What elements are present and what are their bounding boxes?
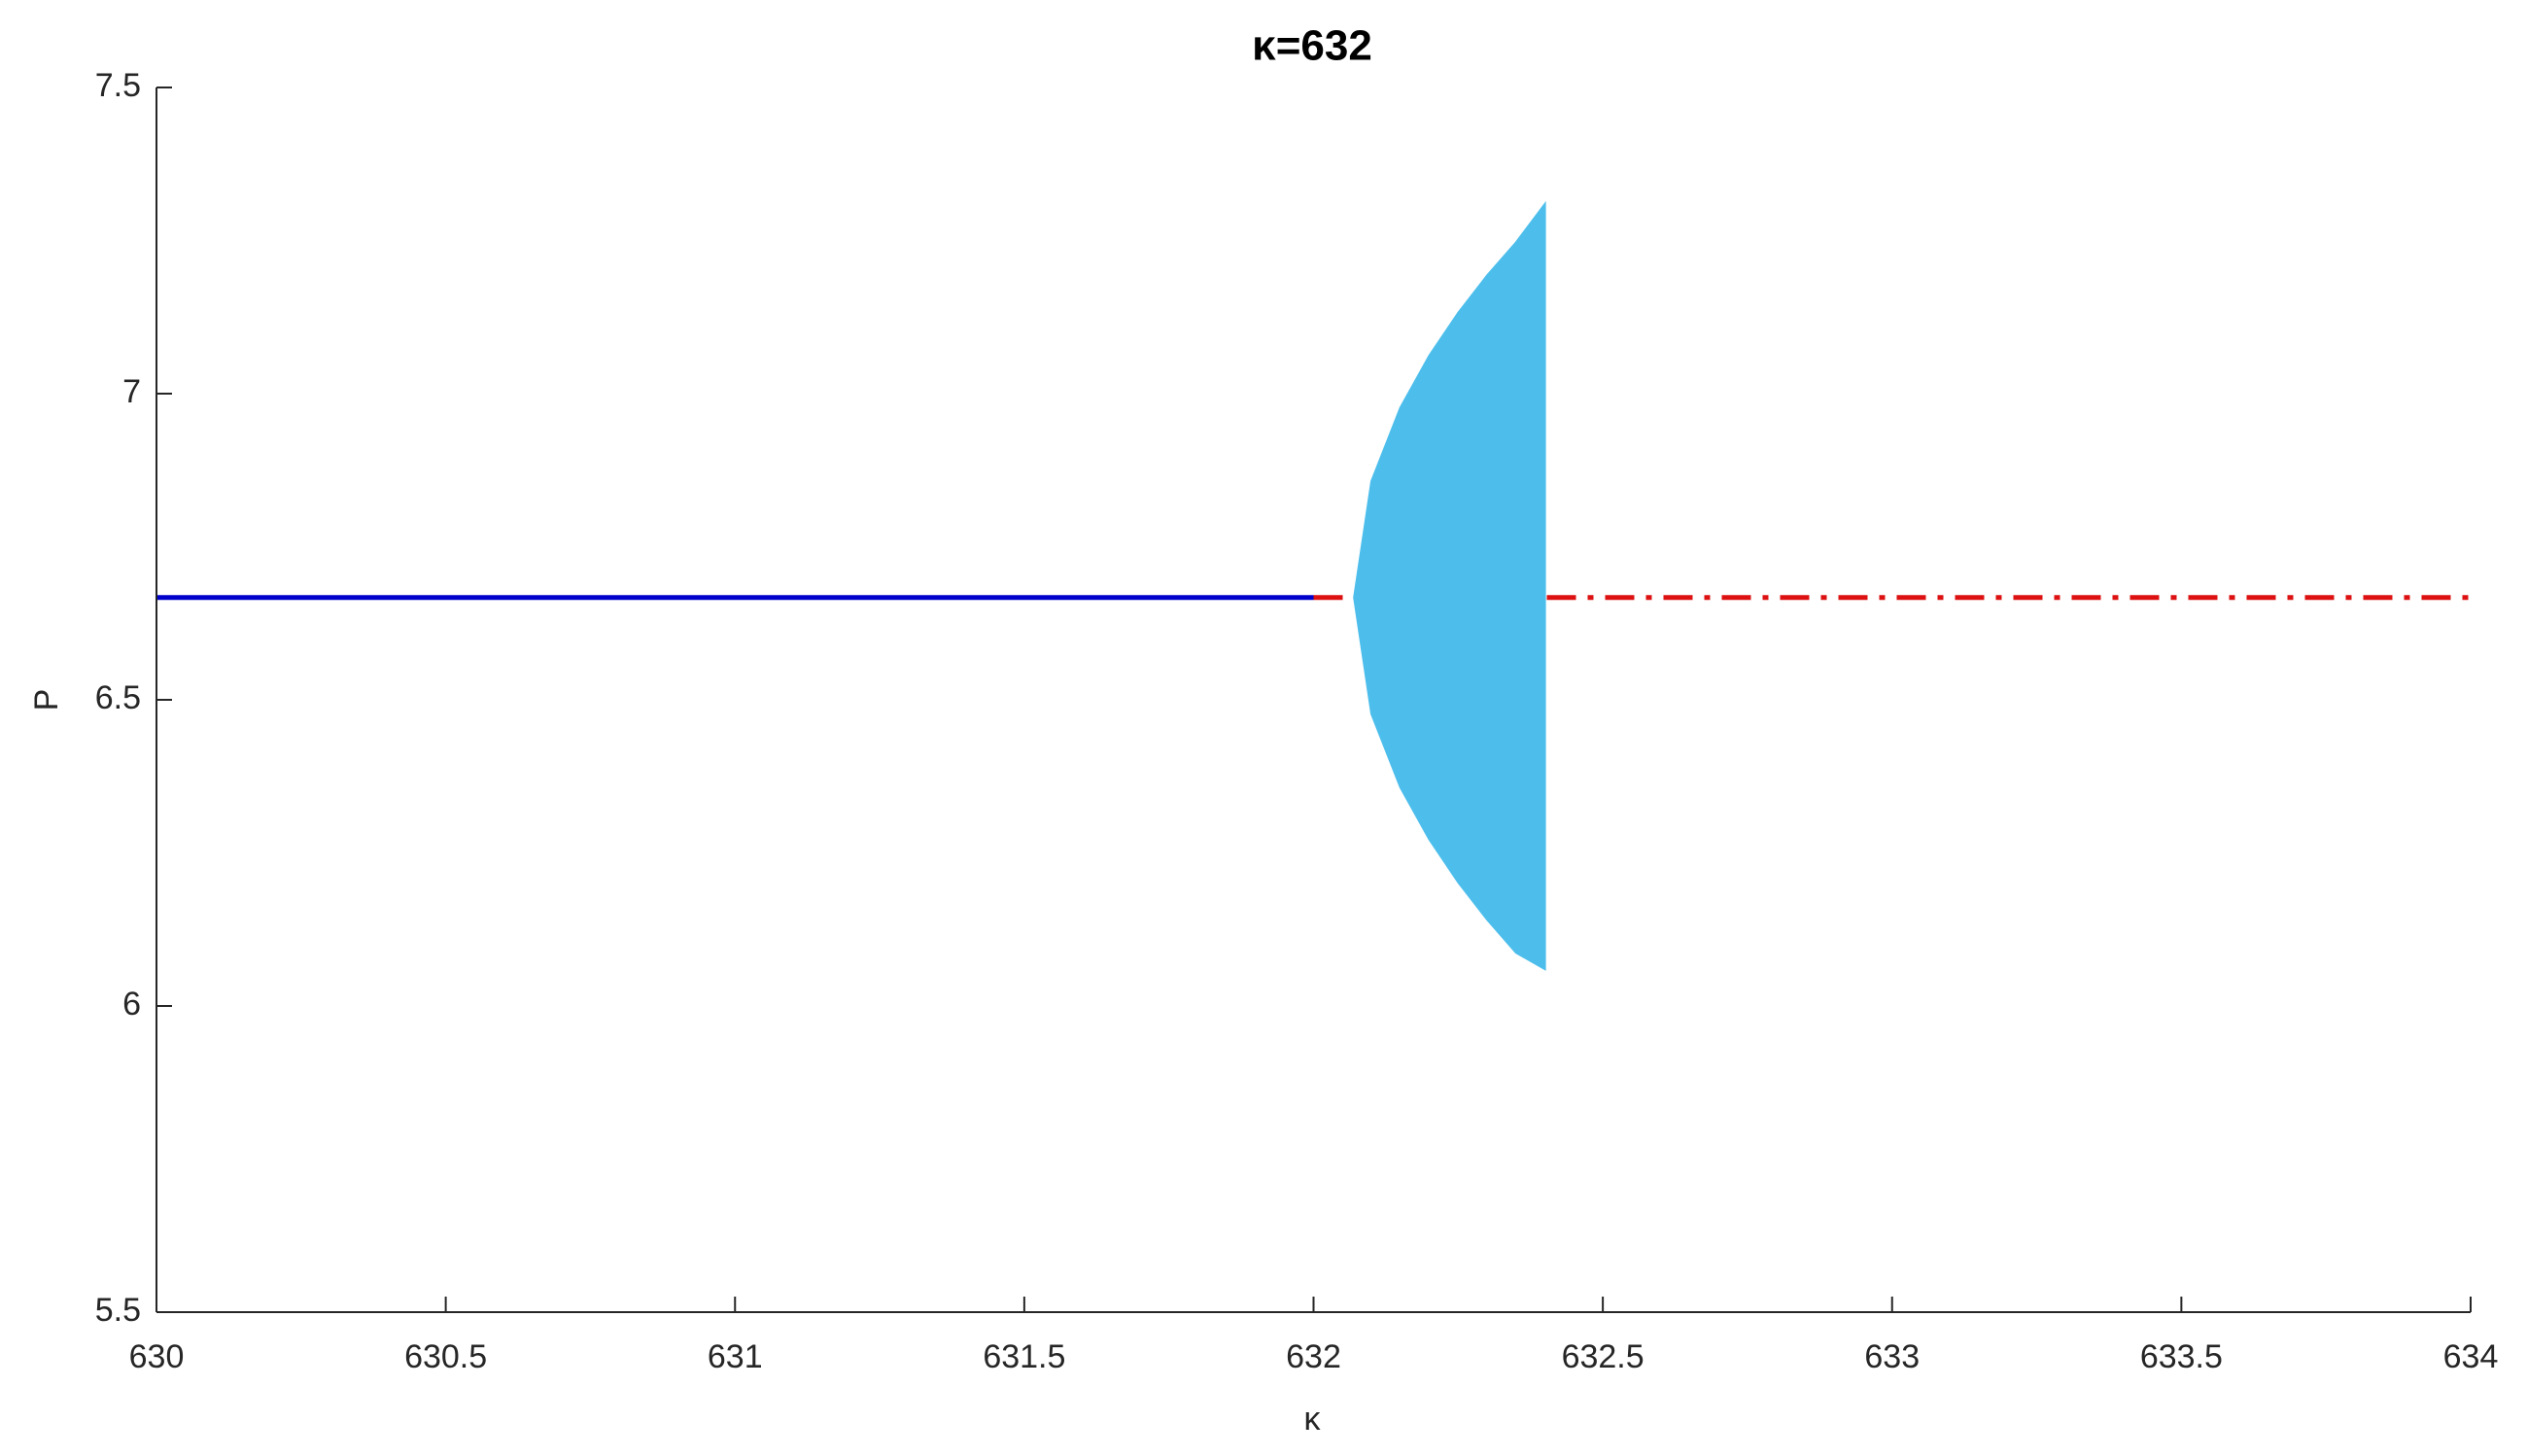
y-tick-label: 6 <box>122 986 141 1023</box>
x-axis-label: κ <box>1304 1401 1322 1438</box>
x-tick-label: 630 <box>129 1338 185 1375</box>
x-tick-label: 632.5 <box>1562 1338 1644 1375</box>
x-tick-label: 632 <box>1286 1338 1341 1375</box>
x-tick-label: 631 <box>708 1338 763 1375</box>
x-tick-label: 633.5 <box>2140 1338 2223 1375</box>
y-tick-label: 5.5 <box>95 1292 141 1329</box>
x-tick-label: 630.5 <box>404 1338 487 1375</box>
band-area <box>1353 200 1546 971</box>
y-axis-label: P <box>28 689 65 711</box>
chart-title: κ=632 <box>1252 22 1372 70</box>
x-tick-label: 633 <box>1864 1338 1920 1375</box>
x-tick-label: 631.5 <box>983 1338 1065 1375</box>
y-tick-label: 7 <box>122 373 141 410</box>
x-tick-label: 634 <box>2443 1338 2499 1375</box>
y-tick-label: 7.5 <box>95 67 141 104</box>
y-tick-label: 6.5 <box>95 679 141 716</box>
